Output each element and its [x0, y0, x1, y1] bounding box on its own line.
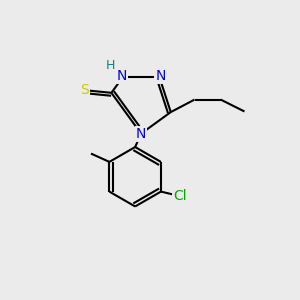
Text: S: S	[80, 83, 88, 98]
Text: H: H	[106, 59, 115, 72]
Text: Cl: Cl	[173, 189, 187, 203]
Text: N: N	[155, 69, 166, 83]
Text: N: N	[116, 69, 127, 83]
Text: N: N	[136, 127, 146, 141]
